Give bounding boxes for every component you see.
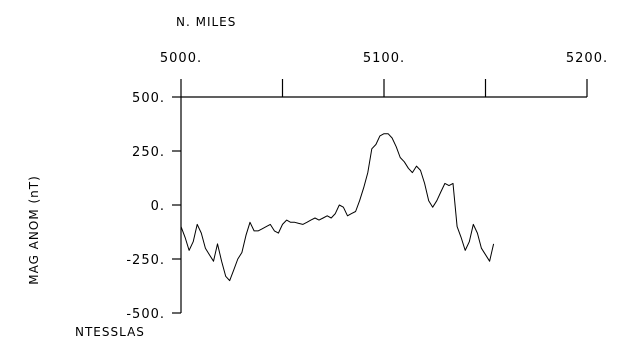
y-tick-label-0: 500.: [132, 91, 165, 106]
y-ticks: [172, 96, 181, 314]
series-line-0: [180, 133, 495, 282]
y-tick-label-2: 0.: [151, 199, 165, 214]
x-ticks: [180, 79, 588, 97]
y-unit-label: NTESSLAS: [75, 325, 145, 339]
series-group: [180, 133, 495, 282]
x-tick-label-1: 5100.: [363, 51, 405, 66]
y-axis-title: MAG ANOM (nT): [27, 175, 41, 285]
y-tick-label-4: -500.: [126, 307, 165, 322]
x-tick-label-2: 5200.: [566, 51, 608, 66]
x-tick-labels: 5000. 5100. 5200.: [160, 51, 608, 66]
y-tick-labels: 500. 250. 0. -250. -500.: [126, 91, 165, 322]
y-tick-label-3: -250.: [126, 253, 165, 268]
x-axis-title: N. MILES: [176, 15, 236, 29]
y-tick-label-1: 250.: [132, 145, 165, 160]
x-tick-label-0: 5000.: [160, 51, 202, 66]
